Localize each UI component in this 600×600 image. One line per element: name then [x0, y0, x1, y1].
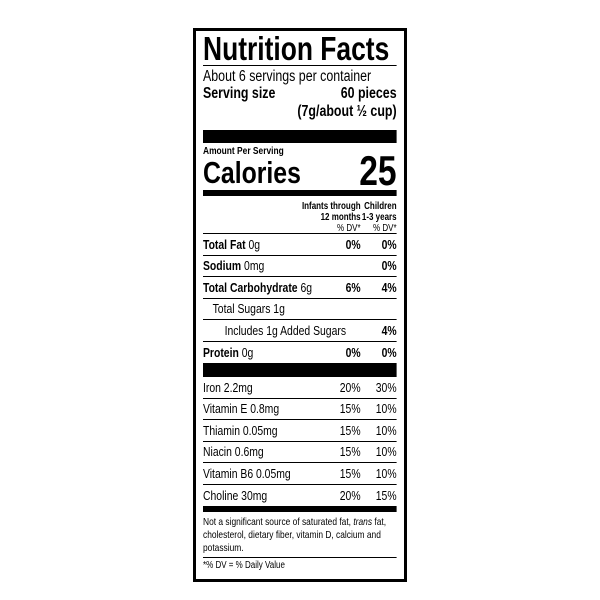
nutrition-facts-label: Nutrition Facts About 6 servings per con…	[193, 28, 407, 582]
thick-divider	[203, 363, 397, 377]
dv-children: 0%	[381, 258, 397, 274]
dv-children: 0%	[381, 344, 397, 360]
serving-size-label: Serving size	[203, 85, 276, 102]
calories-label: Calories	[203, 155, 301, 190]
divider	[203, 557, 397, 558]
nutrient-amount: 0mg	[244, 258, 265, 274]
thick-divider	[203, 130, 397, 143]
nutrient-name: Total Carbohydrate	[203, 279, 298, 295]
nutrient-name: Sodium	[203, 258, 242, 274]
vitamin-row: Vitamin B6 0.05mg 15% 10%	[203, 463, 397, 485]
dv-infants: 20%	[339, 487, 361, 503]
serving-size-detail: (7g/about ½ cup)	[297, 103, 397, 120]
nutrient-amount: 6g	[300, 279, 313, 295]
nutrient-name: Includes 1g Added Sugars	[224, 322, 347, 338]
vitamin-row: Niacin 0.6mg 15% 10%	[203, 442, 397, 463]
dv-infants: 15%	[339, 401, 361, 417]
dv-children: 30%	[375, 379, 397, 395]
divider	[203, 233, 397, 234]
dv-infants: 6%	[345, 279, 361, 295]
column-header-children: Children 1-3 years % DV*	[362, 201, 397, 234]
vitamin-name: Vitamin B6 0.05mg	[203, 465, 291, 481]
dv-infants: 0%	[345, 236, 361, 252]
calories-value: 25	[359, 147, 397, 194]
calories-row: Calories 25	[203, 147, 397, 194]
header-line: Children	[364, 201, 397, 212]
header-line: 1-3 years	[361, 212, 397, 223]
label-title: Nutrition Facts	[203, 31, 397, 67]
nutrient-row-total-fat: Total Fat 0g 0% 0%	[203, 234, 397, 256]
medium-divider	[203, 190, 397, 196]
nutrient-row-sodium: Sodium 0mg 0%	[203, 256, 397, 277]
dv-infants: 15%	[339, 422, 361, 438]
footnote-text: fat, cholesterol, dietary fiber, vitamin…	[203, 516, 387, 554]
nutrient-row-protein: Protein 0g 0% 0%	[203, 342, 397, 364]
dv-infants: 15%	[339, 444, 361, 460]
column-header: Infants through 12 months % DV* Children…	[203, 199, 397, 234]
vitamin-row: Thiamin 0.05mg 15% 10%	[203, 420, 397, 442]
footnote: Not a significant source of saturated fa…	[203, 512, 397, 557]
medium-divider	[203, 506, 397, 512]
column-header-infants: Infants through 12 months % DV*	[302, 201, 361, 234]
vitamin-name: Vitamin E 0.8mg	[203, 401, 280, 417]
vitamin-row: Iron 2.2mg 20% 30%	[203, 377, 397, 399]
dv-infants: 20%	[339, 379, 361, 395]
nutrient-name: Total Sugars 1g	[212, 301, 285, 317]
nutrient-row-total-sugars: Total Sugars 1g	[203, 299, 397, 320]
dv-children: 10%	[375, 444, 397, 460]
serving-size-value: 60 pieces	[340, 85, 397, 102]
nutrient-amount: 0g	[241, 344, 254, 360]
vitamin-name: Niacin 0.6mg	[203, 444, 264, 460]
header-line: % DV*	[373, 223, 397, 234]
nutrient-row-total-carbohydrate: Total Carbohydrate 6g 6% 4%	[203, 277, 397, 299]
footnote-text: Not a significant source of saturated fa…	[203, 516, 354, 528]
vitamin-name: Iron 2.2mg	[203, 379, 253, 395]
nutrient-name: Protein	[203, 344, 239, 360]
vitamin-row: Vitamin E 0.8mg 15% 10%	[203, 399, 397, 420]
vitamin-row: Choline 30mg 20% 15%	[203, 485, 397, 507]
dv-infants: 0%	[345, 344, 361, 360]
dv-children: 15%	[375, 487, 397, 503]
header-line: 12 months	[320, 212, 361, 223]
vitamin-name: Thiamin 0.05mg	[203, 422, 278, 438]
dv-children: 4%	[381, 279, 397, 295]
nutrient-list: Total Fat 0g 0% 0% Sodium 0mg 0% Total C…	[203, 234, 397, 363]
dv-children: 10%	[375, 465, 397, 481]
nutrient-name: Total Fat	[203, 236, 246, 252]
dv-children: 10%	[375, 422, 397, 438]
vitamin-name: Choline 30mg	[203, 487, 268, 503]
amount-per-serving: Amount Per Serving	[203, 145, 284, 157]
dv-children: 0%	[381, 236, 397, 252]
header-line: % DV*	[337, 223, 361, 234]
vitamin-list: Iron 2.2mg 20% 30% Vitamin E 0.8mg 15% 1…	[203, 377, 397, 506]
dv-children: 10%	[375, 401, 397, 417]
serving-size-row: Serving size 60 pieces	[203, 85, 397, 103]
daily-value-note: *% DV = % Daily Value	[203, 560, 285, 571]
footnote-italic: trans	[353, 516, 373, 528]
nutrient-amount: 0g	[248, 236, 261, 252]
dv-infants: 15%	[339, 465, 361, 481]
servings-per-container: About 6 servings per container	[203, 68, 372, 85]
header-line: Infants through	[301, 201, 361, 212]
dv-children: 4%	[381, 322, 397, 338]
nutrient-row-added-sugars: Includes 1g Added Sugars 4%	[203, 320, 397, 342]
